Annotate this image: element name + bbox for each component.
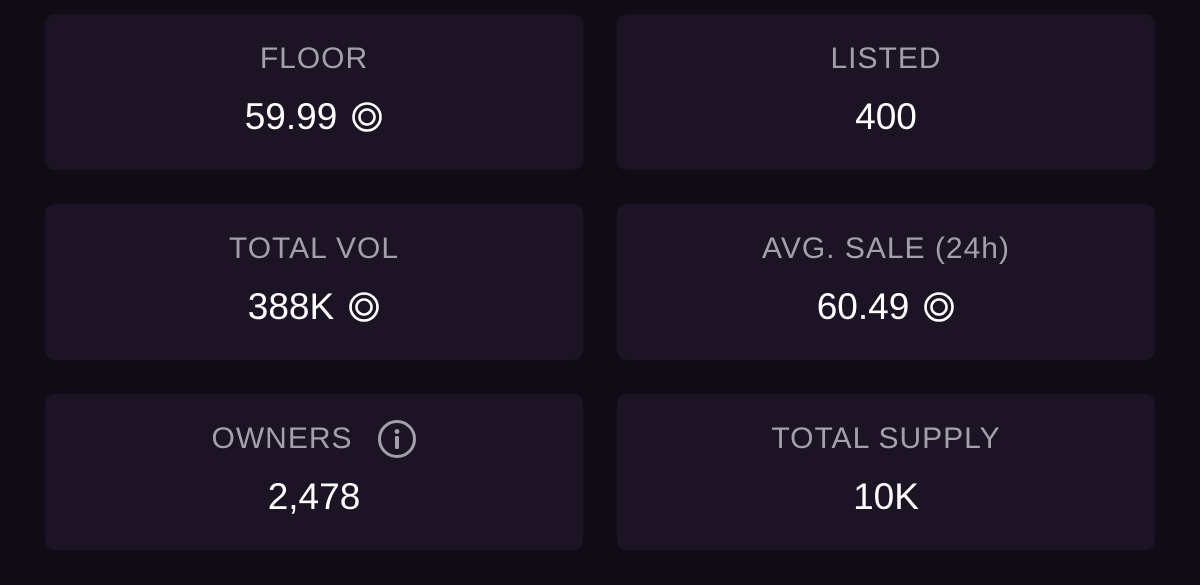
stat-value-row: 388K bbox=[248, 287, 380, 327]
stat-value-row: 400 bbox=[855, 97, 917, 137]
stat-label-row: FLOOR bbox=[260, 41, 368, 77]
stat-card-listed: LISTED 400 bbox=[617, 14, 1155, 170]
stat-value: 10K bbox=[853, 476, 919, 517]
stat-value: 59.99 bbox=[244, 96, 338, 137]
stat-card-total-vol: TOTAL VOL 388K bbox=[45, 204, 583, 360]
stat-label-row: TOTAL VOL bbox=[229, 231, 399, 267]
stat-value-row: 59.99 bbox=[245, 97, 384, 137]
stat-label: TOTAL SUPPLY bbox=[771, 422, 1001, 455]
stat-label-row: AVG. SALE (24h) bbox=[762, 231, 1010, 267]
stat-value: 2,478 bbox=[267, 476, 361, 517]
stat-label-row: LISTED bbox=[830, 41, 941, 77]
stat-value: 388K bbox=[247, 286, 335, 327]
stat-card-total-supply: TOTAL SUPPLY 10K bbox=[617, 394, 1155, 550]
stat-value: 400 bbox=[855, 96, 917, 137]
solana-coin-icon bbox=[923, 291, 955, 323]
solana-coin-icon bbox=[351, 101, 383, 133]
stat-label: OWNERS bbox=[211, 422, 353, 455]
stat-label: AVG. SALE (24h) bbox=[762, 232, 1010, 265]
stat-card-floor: FLOOR 59.99 bbox=[45, 14, 583, 170]
stat-label-row: OWNERS bbox=[211, 419, 417, 459]
stat-value: 60.49 bbox=[816, 286, 910, 327]
solana-coin-icon bbox=[348, 291, 380, 323]
info-icon[interactable] bbox=[377, 419, 417, 459]
stat-card-owners: OWNERS 2,478 bbox=[45, 394, 583, 550]
stat-label: TOTAL VOL bbox=[228, 232, 400, 265]
stat-label: FLOOR bbox=[259, 42, 369, 75]
stat-value-row: 60.49 bbox=[817, 287, 956, 327]
stats-grid: FLOOR 59.99 LISTED 400 TOTAL VOL 388K bbox=[45, 14, 1155, 550]
stat-label-row: TOTAL SUPPLY bbox=[771, 421, 1000, 457]
stat-value-row: 10K bbox=[853, 477, 919, 517]
stat-card-avg-sale: AVG. SALE (24h) 60.49 bbox=[617, 204, 1155, 360]
stat-label: LISTED bbox=[830, 42, 942, 75]
stat-value-row: 2,478 bbox=[268, 477, 361, 517]
